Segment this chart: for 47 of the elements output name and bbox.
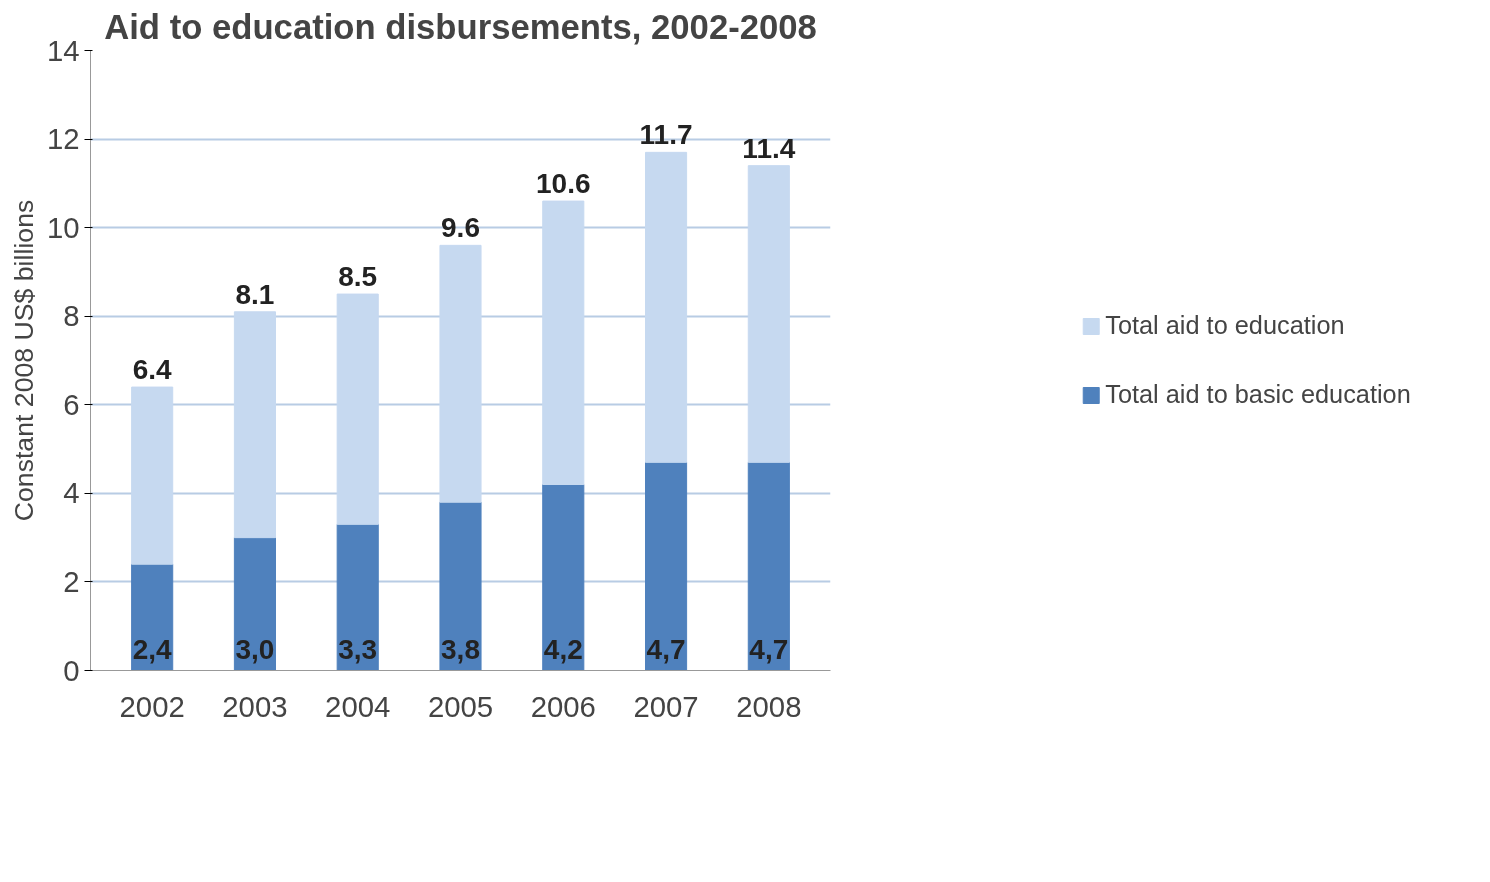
x-tick-label: 2004 — [325, 689, 391, 723]
data-label: 4,7 — [646, 633, 686, 665]
y-tick-label: 8 — [63, 299, 80, 333]
bar — [233, 537, 276, 671]
bar — [747, 165, 790, 463]
bar — [336, 293, 379, 525]
bar — [645, 151, 688, 463]
y-tick-label: 4 — [63, 476, 80, 510]
data-label: 4,2 — [543, 633, 583, 665]
bar — [747, 461, 790, 671]
data-label: 3,0 — [235, 633, 275, 665]
data-label: 2,4 — [132, 633, 173, 665]
y-tick-label: 6 — [63, 387, 80, 421]
total-label: 11.4 — [742, 132, 796, 164]
x-tick-label: 2008 — [736, 689, 802, 723]
total-label: 6.4 — [132, 354, 173, 386]
bar — [439, 244, 482, 503]
x-tick-label: 2002 — [119, 689, 185, 723]
bar — [131, 563, 174, 671]
x-tick-label: 2007 — [633, 689, 699, 723]
y-tick-label: 2 — [63, 564, 80, 598]
total-label: 8.1 — [235, 278, 275, 310]
data-label: 3,3 — [338, 633, 378, 665]
total-label: 8.5 — [338, 261, 378, 293]
bar — [645, 461, 688, 671]
y-tick-label: 12 — [46, 122, 80, 156]
x-tick-label: 2003 — [222, 689, 288, 723]
bar — [233, 311, 276, 539]
data-label: 4,7 — [749, 633, 789, 665]
bar — [131, 386, 174, 565]
bar — [542, 484, 585, 671]
legend-label: Total aid to basic education — [1105, 380, 1411, 409]
y-axis-title: Constant 2008 US$ billions — [8, 199, 39, 522]
total-label: 11.7 — [639, 119, 693, 151]
total-label: 9.6 — [441, 212, 480, 244]
legend-label: Total aid to education — [1105, 311, 1345, 340]
x-tick-label: 2005 — [427, 689, 494, 723]
y-tick-label: 14 — [46, 33, 80, 67]
chart-title: Aid to education disbursements, 2002-2008 — [104, 7, 817, 46]
y-tick-label: 10 — [46, 210, 80, 244]
bar — [336, 523, 379, 671]
x-tick-label: 2006 — [530, 689, 596, 723]
total-label: 10.6 — [536, 168, 591, 200]
bar — [439, 501, 482, 671]
y-tick-label: 0 — [63, 653, 80, 687]
bar — [542, 200, 585, 485]
data-label: 3,8 — [441, 633, 480, 665]
